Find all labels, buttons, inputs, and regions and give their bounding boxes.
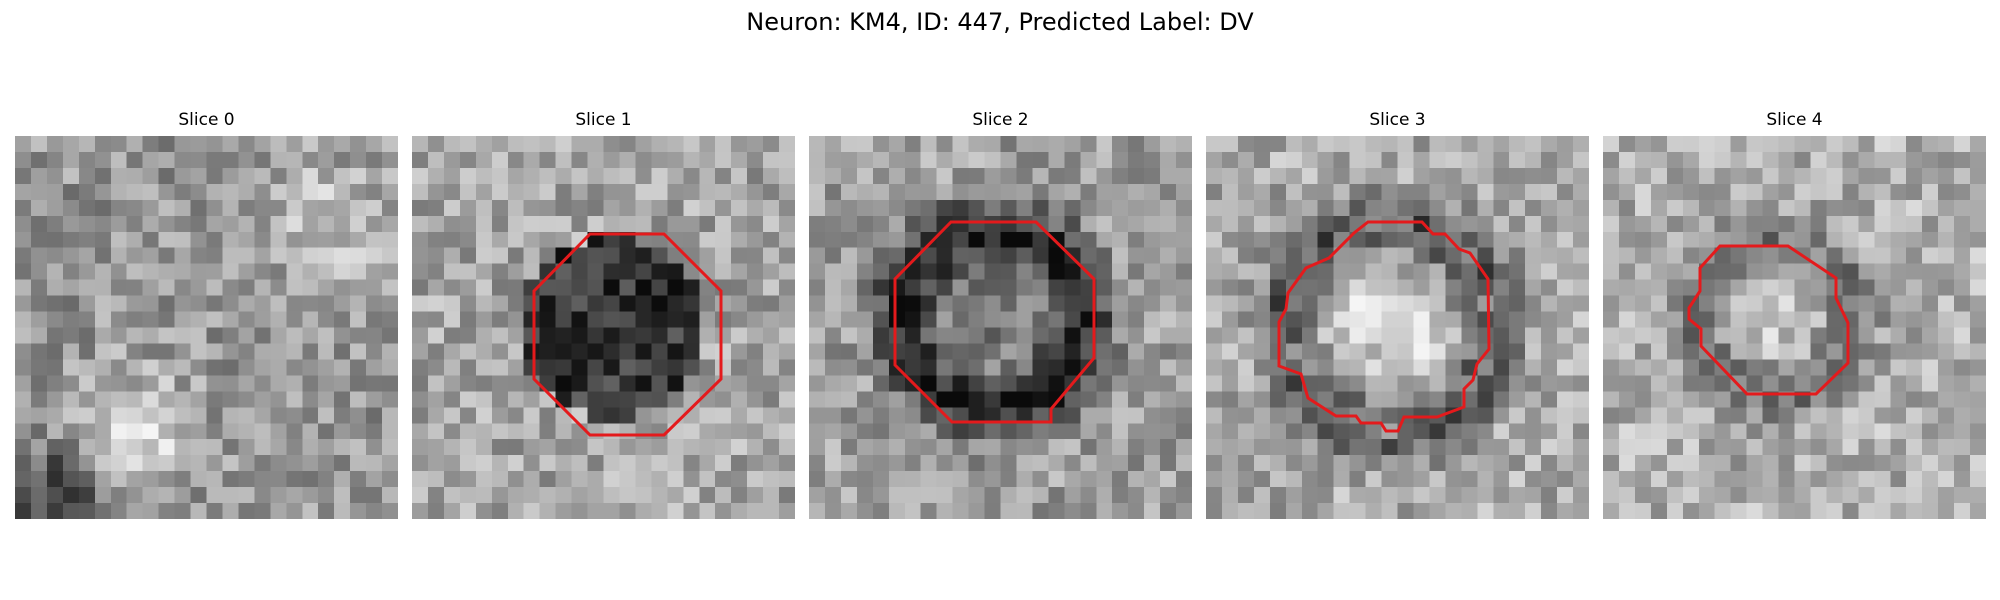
slice-title: Slice 0 bbox=[178, 110, 235, 130]
segmentation-contour bbox=[532, 232, 723, 437]
figure-title: Neuron: KM4, ID: 447, Predicted Label: D… bbox=[746, 8, 1254, 36]
slice-image bbox=[412, 136, 795, 519]
slice-image bbox=[15, 136, 398, 519]
grayscale-pixel-grid bbox=[809, 136, 1192, 519]
slice-panel-3: Slice 3 bbox=[1206, 108, 1589, 519]
slice-panel-4: Slice 4 bbox=[1603, 108, 1986, 519]
slice-panel-2: Slice 2 bbox=[809, 108, 1192, 519]
slice-panel-0: Slice 0 bbox=[15, 108, 398, 519]
segmentation-contour bbox=[893, 220, 1096, 424]
segmentation-contour bbox=[1277, 220, 1491, 433]
slice-image bbox=[1206, 136, 1589, 519]
slice-title: Slice 1 bbox=[575, 110, 632, 130]
segmentation-contour bbox=[1687, 244, 1850, 396]
slice-title: Slice 4 bbox=[1766, 110, 1823, 130]
slice-title: Slice 3 bbox=[1369, 110, 1426, 130]
grayscale-pixel-grid bbox=[1206, 136, 1589, 519]
slice-title: Slice 2 bbox=[972, 110, 1029, 130]
grayscale-pixel-grid bbox=[15, 136, 398, 519]
grayscale-pixel-grid bbox=[1603, 136, 1986, 519]
slice-image bbox=[809, 136, 1192, 519]
grayscale-pixel-grid bbox=[412, 136, 795, 519]
slice-image bbox=[1603, 136, 1986, 519]
slice-panel-1: Slice 1 bbox=[412, 108, 795, 519]
